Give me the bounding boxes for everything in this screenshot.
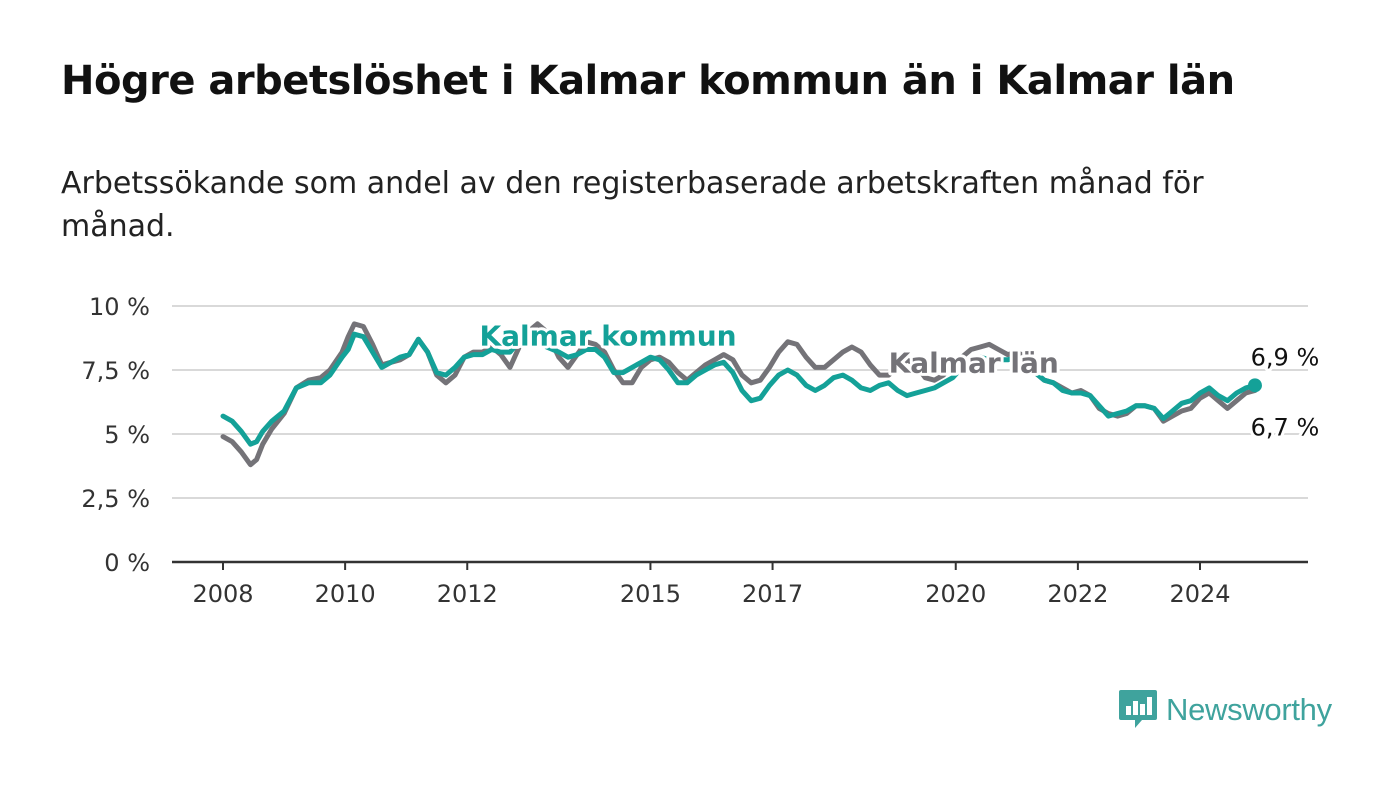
newsworthy-logo-icon: [1119, 690, 1157, 728]
series-line-kalmar-l-n: [220, 321, 1258, 468]
gridlines: [172, 305, 1308, 499]
end-value-label: 6,9 %: [1251, 343, 1320, 371]
x-tick-label: 2020: [925, 580, 986, 608]
series-line-kalmar-kommun: [220, 331, 1258, 447]
series-lines: [220, 321, 1262, 468]
chart-title: Högre arbetslöshet i Kalmar kommun än i …: [61, 58, 1235, 104]
series-labels: Kalmar kommun Kalmar län 6,9 % 6,7 %: [476, 317, 1322, 445]
x-tick-label: 2015: [620, 580, 681, 608]
chart-subtitle: Arbetssökande som andel av den registerb…: [61, 166, 1204, 244]
y-tick-label: 0 %: [104, 549, 150, 577]
end-point-marker: [1247, 378, 1262, 393]
x-tick-label: 2017: [742, 580, 803, 608]
y-tick-label: 5 %: [104, 421, 150, 449]
x-tick-label: 2010: [315, 580, 376, 608]
series-name-label: Kalmar län: [889, 347, 1059, 380]
x-tick-label: 2008: [192, 580, 253, 608]
y-tick-label: 2,5 %: [81, 485, 150, 513]
series-name-label: Kalmar kommun: [479, 320, 736, 353]
x-tick-label: 2024: [1169, 580, 1230, 608]
x-tick-label: 2022: [1047, 580, 1108, 608]
x-tick-label: 2012: [437, 580, 498, 608]
newsworthy-logo-text: Newsworthy: [1166, 692, 1332, 727]
end-value-label: 6,7 %: [1251, 413, 1320, 441]
y-tick-label: 10 %: [89, 293, 150, 321]
y-tick-label: 7,5 %: [81, 357, 150, 385]
axes: 0 % 2,5 % 5 % 7,5 % 10 % 2008 2010 2012 2015 2017…: [81, 293, 1308, 608]
newsworthy-logo: Newsworthy: [1118, 688, 1332, 732]
